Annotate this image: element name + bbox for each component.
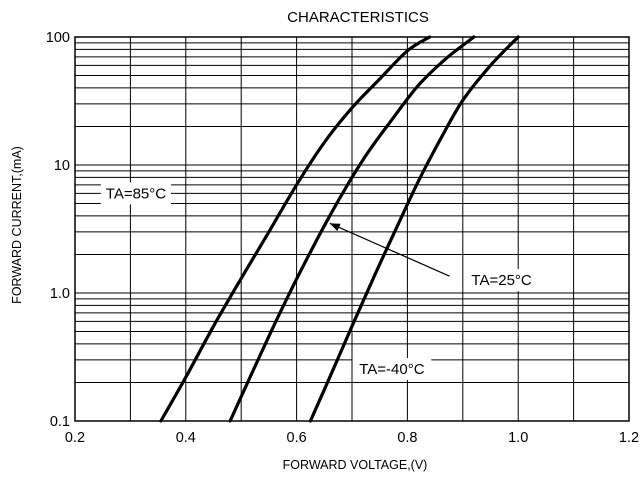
- annotation-label: TA=25°C: [471, 272, 531, 289]
- plot-frame: [74, 36, 630, 422]
- y-tick-label: 100: [46, 30, 70, 46]
- x-tick-label: 0.8: [397, 430, 417, 446]
- x-tick-label: 1.2: [619, 430, 639, 446]
- y-tick-label: 0.1: [50, 414, 70, 430]
- annotation-label: TA=-40°C: [359, 361, 424, 378]
- x-tick-label: 0.4: [176, 430, 196, 446]
- x-tick-label: 1.0: [508, 430, 528, 446]
- x-axis-label: FORWARD VOLTAGE,(V): [283, 458, 428, 472]
- annotation-arrow: [329, 222, 450, 277]
- tick-labels: 0.2 0.4 0.6 0.8 1.0 1.2 0.1 1.0 10 100: [46, 30, 639, 446]
- series-line: [159, 35, 432, 423]
- y-tick-label: 10: [54, 158, 70, 174]
- x-tick-label: 0.2: [65, 430, 85, 446]
- y-tick-label: 1.0: [50, 286, 70, 302]
- curves: [159, 35, 520, 423]
- y-axis-label: FORWARD CURRENT,(mA): [10, 146, 24, 304]
- grid: [75, 37, 629, 421]
- series-line: [228, 35, 476, 423]
- annotation-box: [352, 357, 432, 380]
- annotation-arrowhead: [329, 223, 341, 232]
- chart-title: CHARACTERISTICS: [287, 9, 429, 26]
- annotations: TA=85°C TA=25°C TA=-40°C: [100, 182, 537, 380]
- x-tick-label: 0.6: [287, 430, 307, 446]
- series-line: [308, 35, 520, 423]
- annotation-label: TA=85°C: [106, 185, 166, 202]
- annotation-box: [466, 269, 537, 292]
- annotation-box: [100, 182, 172, 205]
